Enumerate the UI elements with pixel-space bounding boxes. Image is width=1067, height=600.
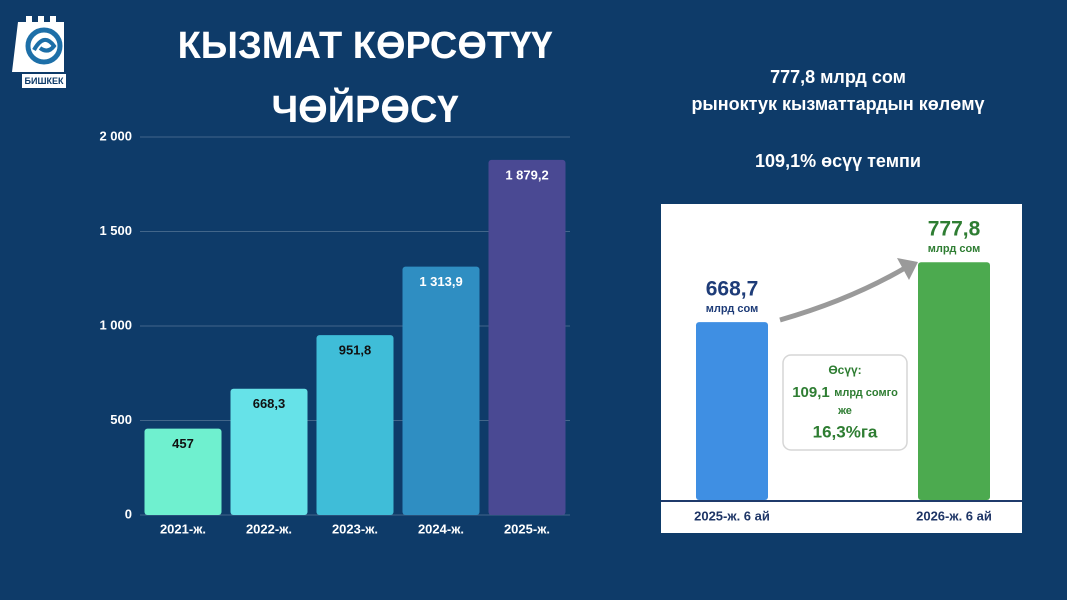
annotation-line: 109,1 млрд сомго xyxy=(792,384,898,401)
chart-title: 777,8 млрд сом xyxy=(770,67,906,87)
x-tick-label: 2025-ж. 6 ай xyxy=(694,508,770,523)
bar xyxy=(230,388,308,515)
bar xyxy=(316,335,394,515)
growth-arrow xyxy=(779,265,907,323)
chart-subtitle: 109,1% өсүү темпи xyxy=(755,151,921,171)
y-tick-label: 1 500 xyxy=(99,223,132,238)
bar xyxy=(696,322,768,500)
x-tick-label: 2025-ж. xyxy=(504,521,550,536)
value-unit: млрд сом xyxy=(928,243,980,255)
logo: БИШКЕК xyxy=(12,16,66,88)
y-tick-label: 2 000 xyxy=(99,128,132,143)
logo-swirl-inner xyxy=(32,38,57,53)
value-unit: млрд сом xyxy=(706,303,758,315)
chart-title: ЧӨЙРӨСҮ xyxy=(271,86,459,131)
x-tick-label: 2022-ж. xyxy=(246,521,292,536)
annotation-text: 16,3%га xyxy=(813,422,878,441)
growth-arrow-head xyxy=(897,258,918,280)
chart-title: рыноктук кызматтардын көлөмү xyxy=(691,94,984,114)
x-tick-label: 2024-ж. xyxy=(418,521,464,536)
annotation-text: 109,1 xyxy=(792,384,830,401)
value-label: 1 313,9 xyxy=(419,274,462,289)
bar xyxy=(402,266,480,515)
y-tick-label: 1 000 xyxy=(99,317,132,332)
bar xyxy=(144,428,222,515)
x-tick-label: 2026-ж. 6 ай xyxy=(916,508,992,523)
bar xyxy=(488,159,566,515)
annotation-box xyxy=(782,354,908,451)
value-label: 777,8 xyxy=(928,218,981,241)
value-label: 457 xyxy=(172,436,194,451)
value-label: 1 879,2 xyxy=(505,167,548,182)
value-label: 951,8 xyxy=(339,343,372,358)
annotation-text: млрд сомго xyxy=(834,387,898,399)
chart-title: КЫЗМАТ КӨРСӨТҮҮ xyxy=(178,25,554,67)
y-tick-label: 500 xyxy=(110,412,132,427)
y-tick-label: 0 xyxy=(125,506,132,521)
value-label: 668,3 xyxy=(253,396,286,411)
annotation-text: Өсүү: xyxy=(828,363,861,377)
logo-band xyxy=(22,74,66,88)
logo-text: БИШКЕК xyxy=(25,76,64,86)
value-label: 668,7 xyxy=(706,278,759,301)
annotation-text: же xyxy=(837,405,852,417)
x-tick-label: 2023-ж. xyxy=(332,521,378,536)
x-tick-label: 2021-ж. xyxy=(160,521,206,536)
bar xyxy=(918,262,990,500)
logo-swirl xyxy=(25,27,63,65)
